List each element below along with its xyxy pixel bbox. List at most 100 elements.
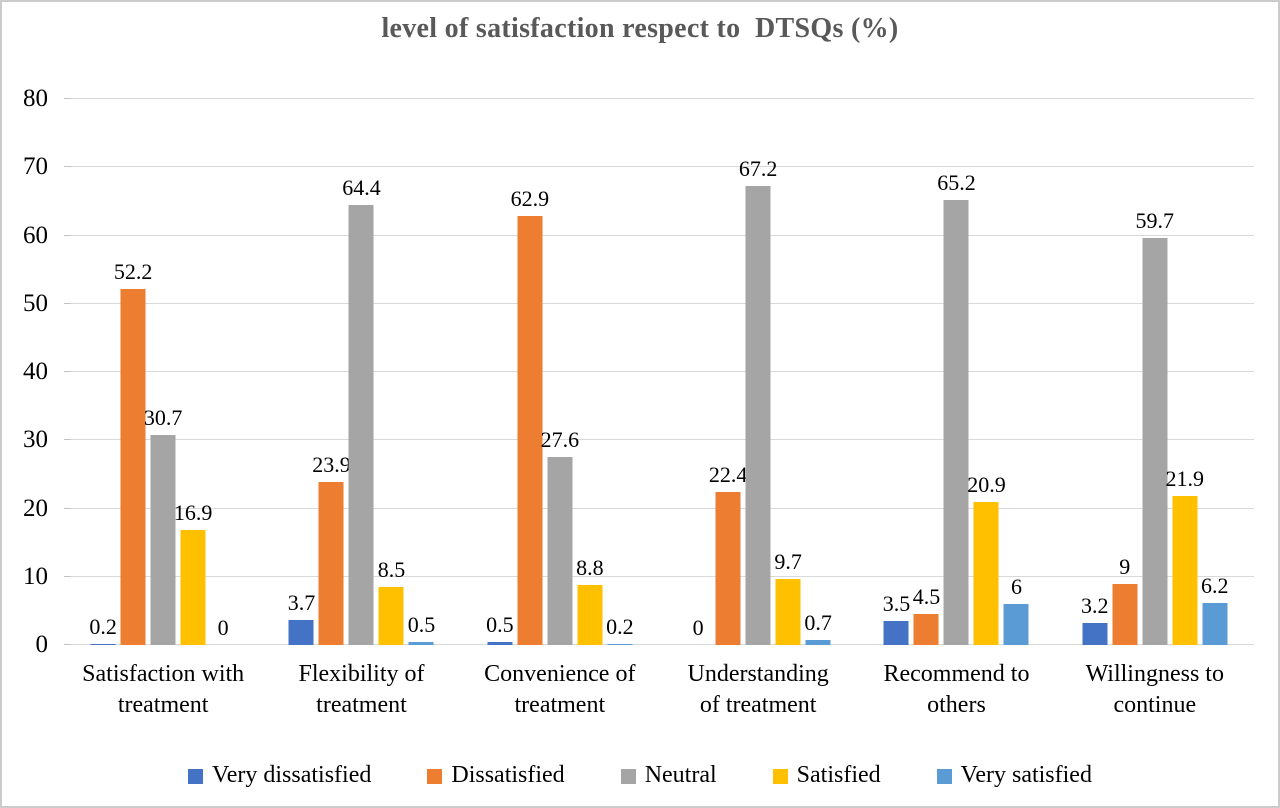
plot-area: 0.2 52.2 30.7 16.9 0 3.7 23.9 64.4 8.5 0.5 0.5 62.9… [64, 98, 1254, 645]
legend-label: Very dissatisfied [212, 762, 372, 788]
data-label: 21.9 [1165, 465, 1205, 491]
bar-dissatisfied [1112, 583, 1138, 645]
data-label: 23.9 [312, 451, 351, 477]
bar-satisfied [1172, 495, 1198, 645]
bar-neutral [348, 205, 374, 645]
x-axis-labels: Satisfaction with treatment Flexibility o… [64, 659, 1254, 721]
category-group: 3.7 23.9 64.4 8.5 0.5 [262, 99, 460, 645]
bar-very-satisfied [1003, 604, 1029, 645]
legend-item-dissatisfied: Dissatisfied [427, 762, 565, 789]
legend-label: Neutral [644, 762, 717, 788]
data-label: 16.9 [173, 499, 213, 525]
bar-dissatisfied [318, 481, 344, 645]
data-label: 59.7 [1135, 207, 1175, 233]
legend-item-very-dissatisfied: Very dissatisfied [188, 762, 371, 789]
data-label: 0.5 [407, 611, 436, 637]
data-label: 62.9 [510, 185, 550, 211]
data-label: 3.2 [1081, 593, 1109, 619]
y-tick-label: 60 [23, 221, 48, 249]
data-label: 0.2 [606, 613, 634, 639]
bar-dissatisfied [517, 215, 543, 645]
y-tick-label: 70 [23, 153, 48, 181]
legend-marker-icon [620, 769, 636, 784]
data-label: 0 [692, 615, 704, 640]
bar-neutral [943, 200, 969, 645]
legend-marker-icon [188, 769, 204, 784]
legend-label: Satisfied [796, 762, 881, 788]
bar-satisfied [180, 529, 206, 645]
chart-title: level of satisfaction respect to DTSQs (… [381, 13, 899, 44]
bar-cluster: 0 22.4 67.2 9.7 0.7 [686, 99, 832, 645]
y-tick-label: 0 [35, 631, 49, 658]
legend-item-very-satisfied: Very satisfied [936, 762, 1092, 789]
data-label: 8.5 [377, 557, 406, 582]
gridline-20 [64, 507, 1254, 509]
category-group: 3.2 9 59.7 21.9 6.2 [1056, 99, 1254, 645]
category-group: 0 22.4 67.2 9.7 0.7 [659, 99, 857, 645]
data-label: 0.7 [804, 610, 832, 636]
bar-very-satisfied [607, 643, 633, 645]
y-tick-label: 10 [23, 562, 48, 590]
gridline-50 [64, 302, 1254, 304]
data-label: 64.4 [342, 175, 381, 201]
bar-dissatisfied [913, 614, 939, 645]
bar-very-dissatisfied [90, 643, 116, 645]
data-label: 27.6 [540, 426, 580, 452]
gridline-0 [64, 644, 1254, 645]
data-label: 9 [1119, 553, 1131, 579]
gridline-80 [64, 98, 1254, 99]
data-label: 65.2 [937, 170, 976, 196]
bar-groups: 0.2 52.2 30.7 16.9 0 3.7 23.9 64.4 8.5 0.5 0.5 62.9… [64, 99, 1254, 645]
data-label: 67.2 [738, 156, 778, 182]
data-label: 6.2 [1201, 572, 1229, 598]
data-label: 3.5 [882, 591, 911, 617]
legend-marker-icon [772, 769, 788, 784]
x-tick-label: Convenience of treatment [484, 661, 636, 718]
bar-cluster: 0.2 52.2 30.7 16.9 0 [89, 99, 236, 645]
legend-label: Very satisfied [960, 762, 1092, 788]
bar-neutral [547, 456, 573, 645]
bar-very-satisfied [805, 640, 831, 645]
y-tick-label: 40 [23, 358, 48, 385]
bar-dissatisfied [120, 288, 146, 645]
gridline-30 [64, 439, 1254, 441]
x-tick-label: Flexibility of treatment [298, 661, 425, 718]
data-label: 6 [1010, 574, 1022, 600]
legend-label: Dissatisfied [451, 762, 565, 788]
x-tick-label: Willingness to continue [1085, 661, 1224, 718]
bar-very-satisfied [1202, 602, 1228, 645]
legend-item-satisfied: Satisfied [772, 762, 881, 789]
legend-marker-icon [427, 769, 443, 784]
data-label: 9.7 [774, 548, 802, 574]
bar-satisfied [577, 584, 603, 645]
y-tick-label: 50 [23, 289, 48, 317]
category-group: 0.2 52.2 30.7 16.9 0 [64, 99, 262, 645]
legend: Very dissatisfied Dissatisfied Neutral Sati… [2, 762, 1278, 789]
y-tick-label: 80 [23, 85, 48, 112]
data-label: 30.7 [143, 405, 183, 431]
bar-cluster: 3.5 4.5 65.2 20.9 6 [882, 99, 1029, 645]
legend-item-neutral: Neutral [620, 762, 717, 789]
bar-neutral [745, 186, 771, 645]
gridline-40 [64, 371, 1254, 372]
y-tick-label: 20 [23, 494, 48, 522]
data-label: 4.5 [912, 584, 941, 610]
bar-very-dissatisfied [1082, 623, 1108, 645]
x-tick-label: Recommend to others [883, 661, 1030, 718]
y-tick-label: 30 [23, 426, 48, 454]
bar-satisfied [775, 578, 801, 645]
category-group: 3.5 4.5 65.2 20.9 6 [857, 99, 1055, 645]
data-label: 0 [217, 615, 229, 640]
gridline-60 [64, 234, 1254, 236]
bar-very-dissatisfied [487, 641, 513, 645]
bar-neutral [150, 435, 176, 645]
gridline-10 [64, 575, 1254, 577]
data-label: 20.9 [967, 472, 1006, 498]
bar-dissatisfied [715, 492, 741, 645]
bar-satisfied [378, 587, 404, 645]
x-tick-label: Satisfaction with treatment [82, 661, 245, 718]
y-axis: 0 10 20 30 40 50 60 70 80 [2, 85, 54, 658]
data-label: 0.5 [486, 611, 514, 637]
gridline-70 [64, 166, 1254, 168]
